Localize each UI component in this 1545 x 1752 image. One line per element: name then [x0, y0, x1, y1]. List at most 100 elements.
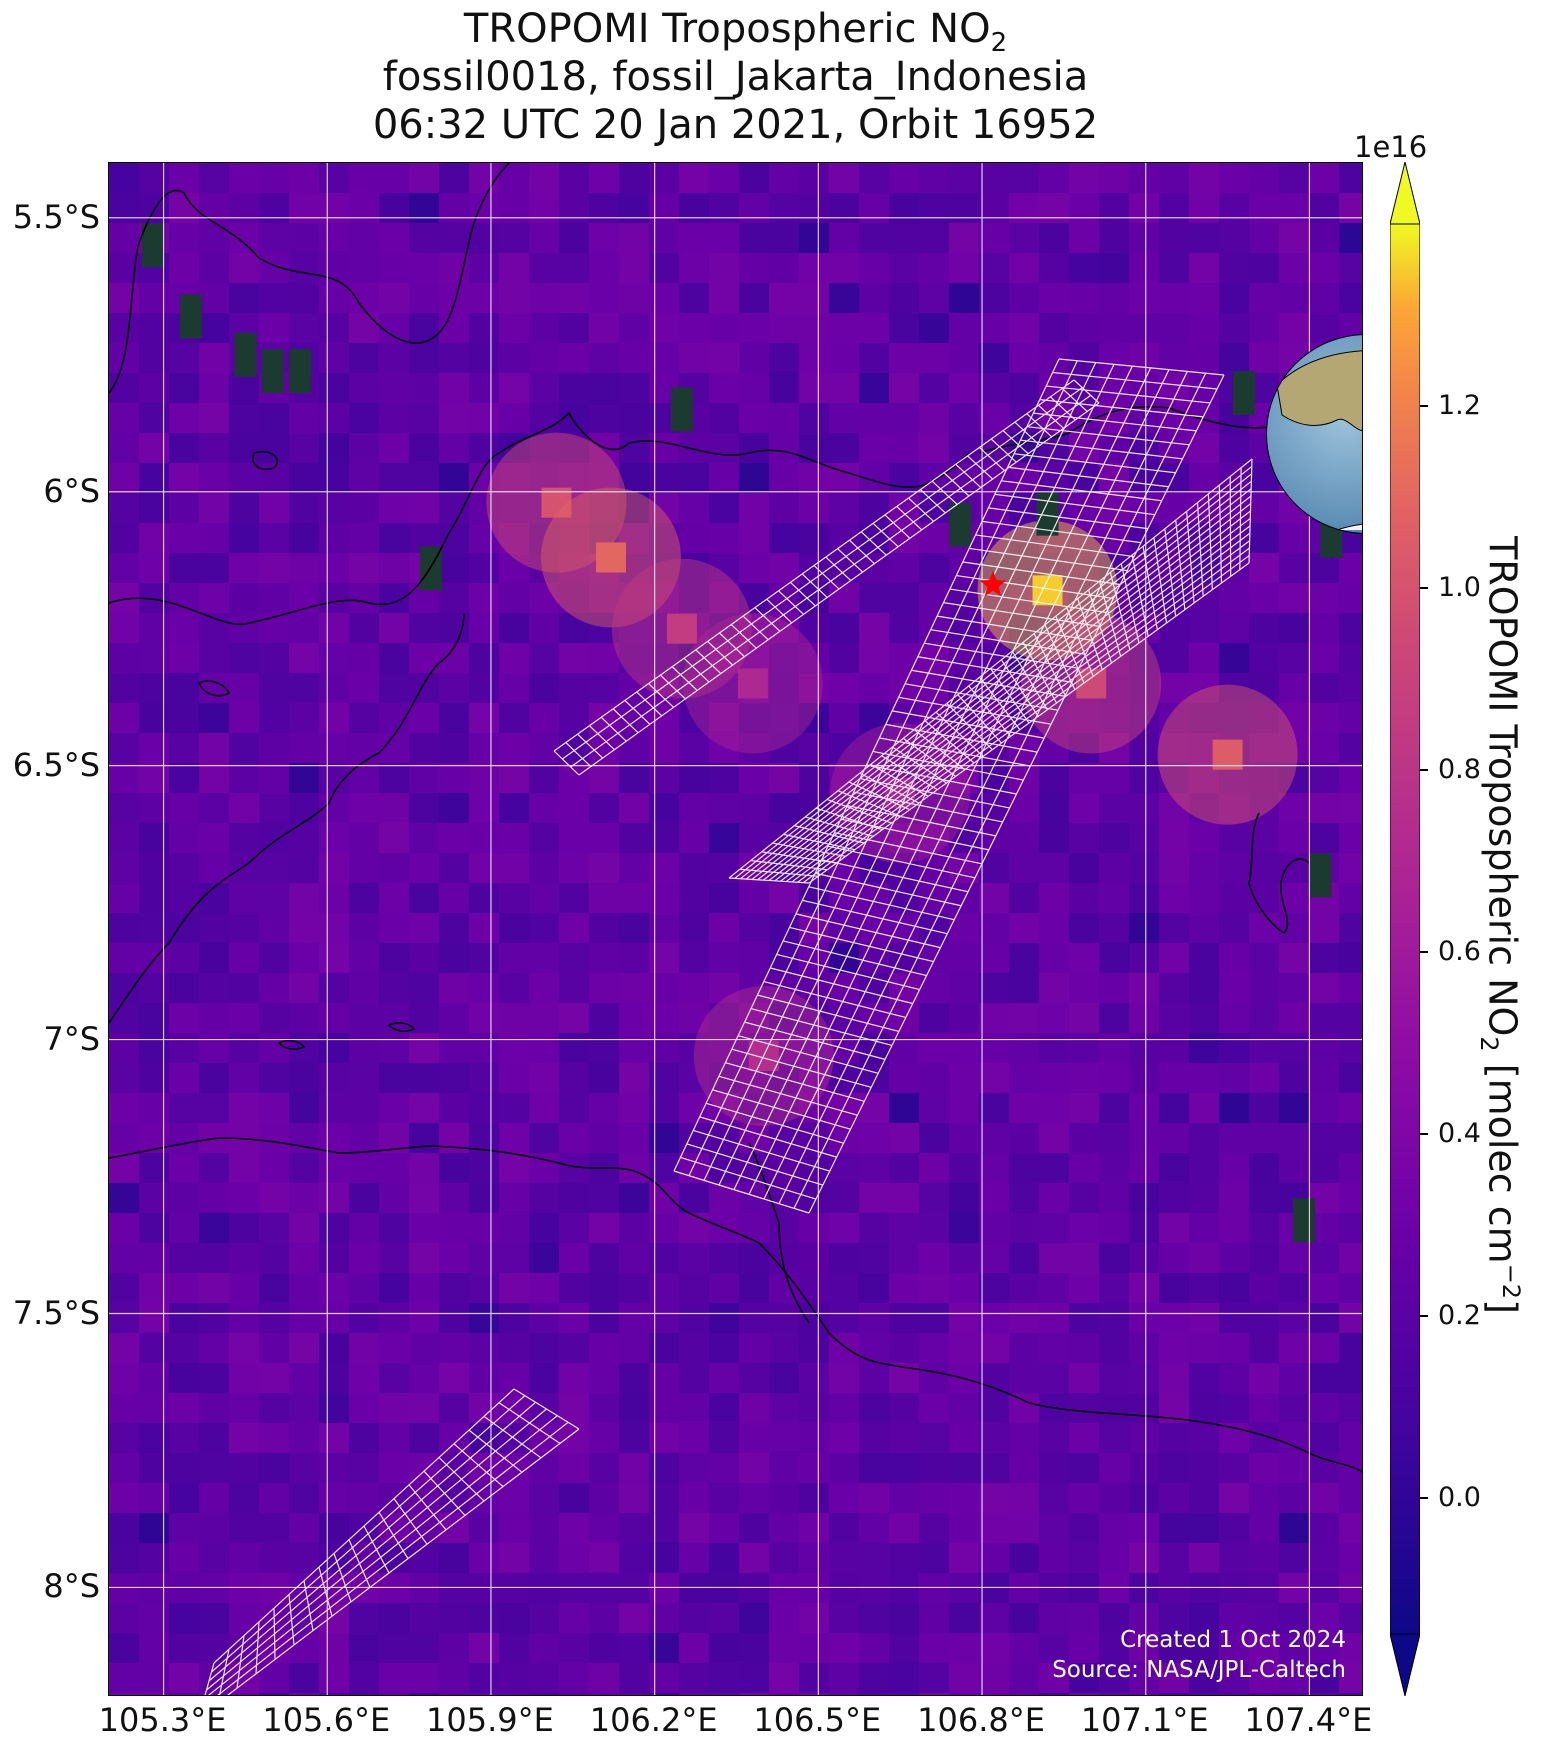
no2-pixel [649, 883, 679, 913]
no2-pixel [439, 403, 469, 433]
no2-pixel [1309, 763, 1339, 793]
no2-pixel [709, 343, 739, 373]
no2-pixel [319, 493, 349, 523]
no2-pixel [379, 253, 409, 283]
no2-pixel [259, 1303, 289, 1333]
no2-pixel [1069, 1363, 1099, 1393]
no2-pixel [409, 853, 439, 883]
no2-pixel [259, 1423, 289, 1453]
no2-pixel [439, 1633, 469, 1663]
colorbar-tick-mark [1420, 586, 1428, 589]
no2-pixel [409, 1273, 439, 1303]
no2-pixel [379, 1603, 409, 1633]
no2-pixel [739, 763, 769, 793]
no2-pixel [949, 1693, 979, 1695]
no2-pixel [769, 1603, 799, 1633]
no2-pixel [1069, 763, 1099, 793]
no2-pixel [679, 583, 709, 613]
no2-pixel [199, 253, 229, 283]
no2-pixel [349, 1123, 379, 1153]
no2-pixel [439, 163, 469, 193]
no2-pixel [379, 433, 409, 463]
no2-pixel [1249, 1543, 1279, 1573]
no2-pixel [1159, 163, 1189, 193]
no2-pixel [1339, 1303, 1362, 1333]
no2-pixel [559, 1003, 589, 1033]
no2-pixel [799, 1393, 829, 1423]
no2-pixel [1219, 583, 1249, 613]
no2-pixel [679, 223, 709, 253]
no2-pixel [679, 1303, 709, 1333]
no2-pixel [799, 1453, 829, 1483]
no2-pixel [739, 793, 769, 823]
no2-pixel [1039, 1483, 1069, 1513]
no2-pixel [949, 913, 979, 943]
no2-pixel [769, 283, 799, 313]
no2-pixel [139, 1393, 169, 1423]
no2-pixel [919, 403, 949, 433]
no2-pixel [799, 1303, 829, 1333]
no2-pixel [259, 1183, 289, 1213]
island-coastline-2 [387, 1022, 416, 1032]
colorbar-tick-label: 1.2 [1438, 389, 1481, 421]
no2-pixel [1129, 1483, 1159, 1513]
no2-pixel [1129, 163, 1159, 193]
no2-pixel [529, 1333, 559, 1363]
no2-pixel [889, 403, 919, 433]
no2-pixel [1189, 703, 1219, 733]
no2-pixel [709, 733, 739, 763]
no2-pixel [409, 313, 439, 343]
no2-pixel [1309, 1033, 1339, 1063]
no2-pixel [1249, 1513, 1279, 1543]
no2-pixel [619, 673, 649, 703]
target-marker[interactable] [979, 570, 1007, 597]
no2-pixel [709, 493, 739, 523]
no2-plume-pixel [737, 668, 768, 699]
no2-pixel [499, 1393, 529, 1423]
no2-pixel [139, 1183, 169, 1213]
no2-pixel [529, 1273, 559, 1303]
no2-pixel [1009, 883, 1039, 913]
no2-pixel [499, 223, 529, 253]
no2-pixel [229, 163, 259, 193]
no2-pixel [529, 673, 559, 703]
no2-pixel [619, 1423, 649, 1453]
no2-pixel [1219, 283, 1249, 313]
no2-pixel [1219, 1273, 1249, 1303]
no2-pixel [859, 223, 889, 253]
no2-pixel [559, 253, 589, 283]
no2-pixel [1039, 1273, 1069, 1303]
no2-pixel [1009, 1333, 1039, 1363]
no2-pixel [379, 883, 409, 913]
no2-pixel [499, 583, 529, 613]
no2-pixel [1249, 1033, 1279, 1063]
no-data-pixel [288, 349, 311, 394]
no2-pixel [1339, 973, 1362, 1003]
no2-pixel [1009, 1003, 1039, 1033]
no2-pixel [109, 283, 139, 313]
sumatra-south-coastline [109, 411, 970, 626]
no2-pixel [199, 643, 229, 673]
no2-pixel [649, 463, 679, 493]
map-panel[interactable]: Created 1 Oct 2024 Source: NASA/JPL-Calt… [108, 162, 1363, 1696]
no2-pixel [379, 643, 409, 673]
no2-pixel [319, 853, 349, 883]
no2-pixel [259, 1693, 289, 1695]
no2-pixel [769, 403, 799, 433]
no2-pixel [1159, 1123, 1189, 1153]
asia-landmass [1276, 350, 1362, 431]
no2-pixel [1309, 1243, 1339, 1273]
no2-pixel [709, 1513, 739, 1543]
no2-pixel [1009, 373, 1039, 403]
no2-pixel [109, 463, 139, 493]
no2-map[interactable] [109, 163, 1363, 1696]
no2-pixel [589, 223, 619, 253]
no2-pixel [469, 343, 499, 373]
no2-pixel [799, 163, 829, 193]
no2-pixel [229, 1093, 259, 1123]
no2-pixel [619, 763, 649, 793]
no2-pixel [739, 1543, 769, 1573]
no2-pixel [139, 1663, 169, 1693]
no2-pixel [1309, 913, 1339, 943]
target-star-icon[interactable] [979, 570, 1007, 597]
